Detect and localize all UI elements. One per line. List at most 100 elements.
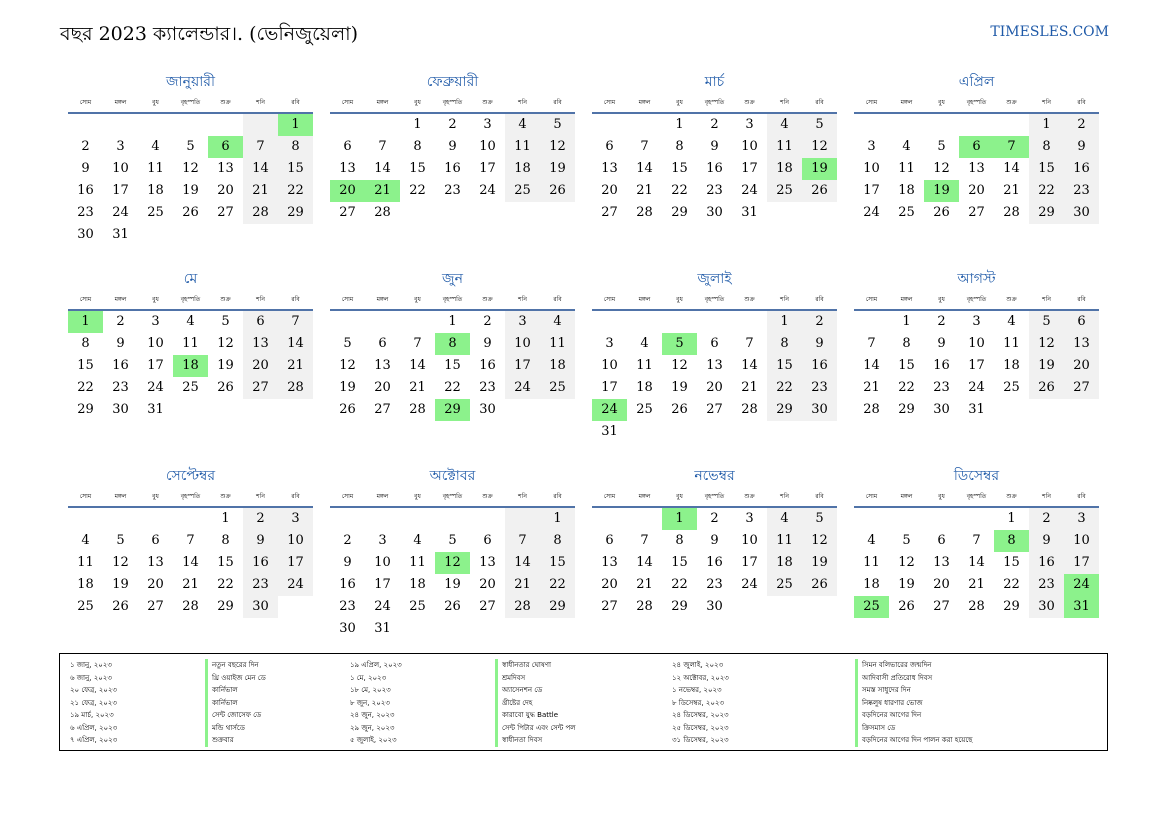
day-cell: 2	[1029, 508, 1064, 530]
day-cell: 13	[706, 358, 723, 373]
day-cell: 28	[505, 596, 540, 618]
day-cell: 1	[1007, 511, 1016, 526]
empty-cell	[592, 311, 627, 333]
empty-cell	[889, 508, 924, 530]
legend-date: ২৪ জুলাই, ২০২৩	[672, 661, 724, 669]
day-cell: 1	[1029, 114, 1064, 136]
day-cell: 11	[77, 555, 94, 570]
legend-date-column: ২৪ জুলাই, ২০২৩ ১২ অক্টোবর, ২০২৩ ১ নভেম্বর,…	[672, 659, 729, 747]
day-cell: 24	[863, 205, 880, 220]
weekday-label: শনি	[256, 99, 265, 106]
day-cell: 26	[1029, 377, 1064, 399]
day-cell: 9	[116, 336, 125, 351]
day-cell: 24	[505, 377, 540, 399]
weekday-label: সোম	[603, 99, 616, 106]
day-cell: 25	[182, 380, 199, 395]
day-cell: 30	[706, 205, 723, 220]
day-cell: 16	[706, 161, 723, 176]
empty-cell	[365, 508, 400, 530]
brand-link[interactable]: TIMESLES.COM	[990, 24, 1109, 40]
day-cell: 29	[1029, 202, 1064, 224]
day-cell: 22	[1029, 180, 1064, 202]
day-cell: 15	[217, 555, 234, 570]
legend-date: ১২ অক্টোবর, ২০২৩	[672, 673, 729, 682]
day-cell: 12	[802, 136, 837, 158]
day-cell: 10	[278, 530, 313, 552]
day-cell: 25	[540, 377, 575, 399]
day-cell: 18	[505, 158, 540, 180]
weekday-label: বৃহস্পতি	[966, 493, 987, 500]
day-cell: 2	[802, 311, 837, 333]
weekday-label: মঙ্গল	[376, 493, 389, 500]
day-cell: 12	[1029, 333, 1064, 355]
weekday-header: সোম মঙ্গল বুধ বৃহস্পতি শুক্র শনি রবি	[592, 96, 837, 114]
day-cell: 28	[374, 205, 391, 220]
empty-cell	[592, 508, 627, 530]
empty-cell	[470, 508, 505, 530]
day-cell: 9	[243, 530, 278, 552]
day-cell: 6	[243, 311, 278, 333]
day-cell: 26	[898, 599, 915, 614]
day-cell: 10	[741, 533, 758, 548]
weekday-label: রবি	[815, 99, 824, 106]
weekday-label: বৃহস্পতি	[442, 99, 463, 106]
day-cell: 26	[802, 574, 837, 596]
day-cell: 31	[112, 227, 129, 242]
day-cell: 14	[278, 333, 313, 355]
day-cell: 13	[147, 555, 164, 570]
month-calendar: অক্টোবর সোম মঙ্গল বুধ বৃহস্পতি শুক্র শনি রবি 1 2 3…	[330, 467, 575, 640]
legend-date: ২১ ফেব্র, ২০২৩	[70, 698, 117, 707]
empty-cell	[330, 114, 365, 136]
weekday-label: সোম	[865, 296, 878, 303]
weekday-header: সোম মঙ্গল বুধ বৃহস্পতি শুক্র শনি রবি	[854, 490, 1099, 508]
day-cell: 18	[863, 577, 880, 592]
empty-cell	[173, 508, 208, 530]
day-cell: 13	[339, 161, 356, 176]
day-cell: 28	[863, 402, 880, 417]
day-cell: 5	[186, 139, 195, 154]
weekday-label: শুক্র	[744, 99, 755, 106]
day-grid: 1 2 3 4 5 6 7 8 9 10 11 12 13 14 15 16 17 18 19 20 21 22 23 24 2…	[854, 114, 1099, 224]
day-cell: 19	[802, 552, 837, 574]
day-cell: 26	[540, 180, 575, 202]
day-grid: 1 2 3 4 5 6 7 8 9 10 11 12 13 14 15 16 17 18 19 20 21 22 23 24 2…	[330, 311, 575, 421]
day-grid: 1 2 3 4 5 6 7 8 9 10 11 12 13 14 15 16 17 18 19 20 21 22 23 24 2…	[330, 508, 575, 640]
legend-name-column: স্বাধীনতার ঘোষণা শ্রমদিবস অ্যাসেনশন ডে খ্রী…	[495, 659, 576, 747]
day-cell: 22	[767, 377, 802, 399]
weekday-label: রবি	[291, 99, 300, 106]
empty-cell	[924, 508, 959, 530]
day-cell: 21	[636, 183, 653, 198]
day-cell: 20	[1064, 355, 1099, 377]
day-cell: 7	[186, 533, 195, 548]
day-cell: 29	[767, 399, 802, 421]
day-cell: 10	[479, 139, 496, 154]
month-calendar: জুন সোম মঙ্গল বুধ বৃহস্পতি শুক্র শনি রবি 1 2 3 4 5 6 7…	[330, 270, 575, 421]
weekday-label: শনি	[780, 493, 789, 500]
weekday-header: সোম মঙ্গল বুধ বৃহস্পতি শুক্র শনি রবি	[68, 96, 313, 114]
legend-date: ১ জানু, ২০২৩	[70, 661, 112, 669]
weekday-header: সোম মঙ্গল বুধ বৃহস্পতি শুক্র শনি রবি	[68, 490, 313, 508]
month-calendar: ডিসেম্বর সোম মঙ্গল বুধ বৃহস্পতি শুক্র শনি রবি 1 2…	[854, 467, 1099, 618]
holiday-day-cell: 12	[435, 552, 470, 574]
day-cell: 9	[1029, 530, 1064, 552]
day-cell: 4	[186, 314, 195, 329]
day-cell: 8	[902, 336, 911, 351]
day-cell: 30	[77, 227, 94, 242]
empty-cell	[732, 311, 767, 333]
weekday-label: সোম	[341, 296, 354, 303]
day-cell: 15	[409, 161, 426, 176]
day-cell: 27	[243, 377, 278, 399]
day-cell: 17	[112, 183, 129, 198]
legend-holiday-name: সেন্ট পিটার এবং সেন্ট পল	[495, 721, 576, 734]
day-cell: 15	[767, 355, 802, 377]
day-cell: 19	[898, 577, 915, 592]
legend-date: ১৯ এপ্রিল, ২০২৩	[350, 661, 402, 669]
day-cell: 8	[81, 336, 90, 351]
day-cell: 7	[278, 311, 313, 333]
day-cell: 20	[374, 380, 391, 395]
day-cell: 18	[767, 158, 802, 180]
weekday-label: রবি	[1077, 99, 1086, 106]
weekday-label: রবি	[291, 296, 300, 303]
legend-date: ১ মে, ২০২৩	[350, 673, 387, 682]
day-grid: 1 2 3 4 5 6 7 8 9 10 11 12 13 14 15 16 17 18 19 20 21 22 23 24 2…	[592, 114, 837, 224]
